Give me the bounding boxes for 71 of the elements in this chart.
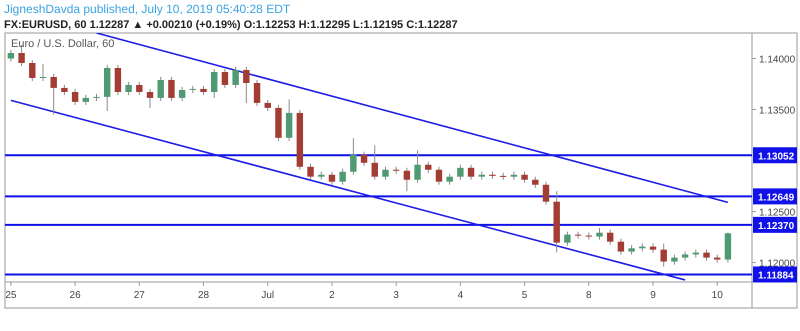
candlestick <box>146 88 154 109</box>
annotation: Euro / U.S. Dollar, 60 <box>11 38 114 50</box>
candlestick <box>564 231 571 246</box>
candlestick <box>372 144 378 180</box>
x-tick-label: 8 <box>586 290 592 301</box>
candlestick <box>307 163 314 180</box>
candlestick <box>232 66 239 89</box>
ref-line-label: 1.13052 <box>758 151 795 162</box>
candlestick <box>436 166 442 186</box>
candlestick <box>521 171 528 184</box>
y-tick-label: 1.12500 <box>759 208 796 219</box>
candlestick <box>72 88 78 106</box>
candlestick <box>350 138 357 176</box>
candlestick <box>8 49 14 62</box>
candlestick <box>222 68 228 89</box>
x-tick-label: 9 <box>650 290 656 301</box>
candlestick <box>136 81 143 96</box>
candlestick <box>596 227 603 240</box>
candlestick <box>328 171 336 186</box>
candlestick <box>339 168 346 186</box>
ref-line-label: 1.12370 <box>758 220 795 232</box>
candlestick <box>671 254 678 266</box>
x-tick-label: 26 <box>70 290 82 301</box>
candlestick <box>618 238 624 256</box>
candlestick <box>178 86 186 102</box>
ref-line-label: 1.11884 <box>758 270 794 282</box>
candlestick <box>682 250 688 262</box>
candlestick <box>650 243 656 254</box>
candlestick <box>114 64 122 96</box>
candlestick <box>200 85 207 96</box>
candlestick <box>50 73 57 116</box>
candlestick <box>468 164 474 180</box>
candlestick <box>457 164 464 180</box>
chart-title: JigneshDavda published, July 10, 2019 05:40:28 EDT <box>4 2 291 16</box>
candlestick <box>211 68 218 99</box>
candlestick <box>542 181 550 206</box>
x-tick-label: 28 <box>198 290 210 301</box>
y-tick-label: 1.13500 <box>759 106 796 117</box>
candlestick <box>40 63 46 82</box>
y-tick-label: 1.12000 <box>759 258 796 270</box>
ref-line-label: 1.12649 <box>758 192 795 204</box>
candlestick <box>628 244 635 256</box>
x-tick-label: 5 <box>522 290 528 301</box>
x-tick-label: 27 <box>134 290 146 301</box>
candlestick <box>404 167 410 192</box>
candlestick <box>61 84 68 96</box>
x-tick-label: Jul <box>261 290 274 301</box>
candlestick <box>446 173 453 186</box>
candlestick <box>243 66 250 104</box>
candlestick <box>703 249 710 262</box>
candlestick <box>125 81 132 96</box>
x-tick-label: 2 <box>329 290 336 301</box>
candlestick <box>360 151 368 166</box>
candlestick <box>414 150 421 184</box>
x-tick-label: 25 <box>5 290 17 301</box>
candlestick <box>168 76 175 102</box>
candlestick <box>82 94 90 106</box>
candlestick <box>29 59 36 82</box>
candlestick <box>425 161 432 174</box>
x-tick-label: 3 <box>393 290 400 301</box>
candlestick <box>532 176 538 188</box>
x-tick-label: 4 <box>458 290 464 301</box>
candlestick <box>158 76 164 102</box>
candlestick <box>254 79 260 106</box>
candlestick <box>382 166 389 180</box>
chart-subtitle: FX:EURUSD, 60 1.12287 ▲ +0.00210 (+0.19%) O:1.12253 H:1.12295 L:1.12195 C:1.12287 <box>4 19 458 31</box>
y-tick-label: 1.14000 <box>759 54 796 66</box>
candlestick <box>264 99 271 112</box>
x-tick-label: 10 <box>712 290 724 301</box>
candlestick <box>606 229 614 246</box>
candlestick <box>660 243 667 268</box>
